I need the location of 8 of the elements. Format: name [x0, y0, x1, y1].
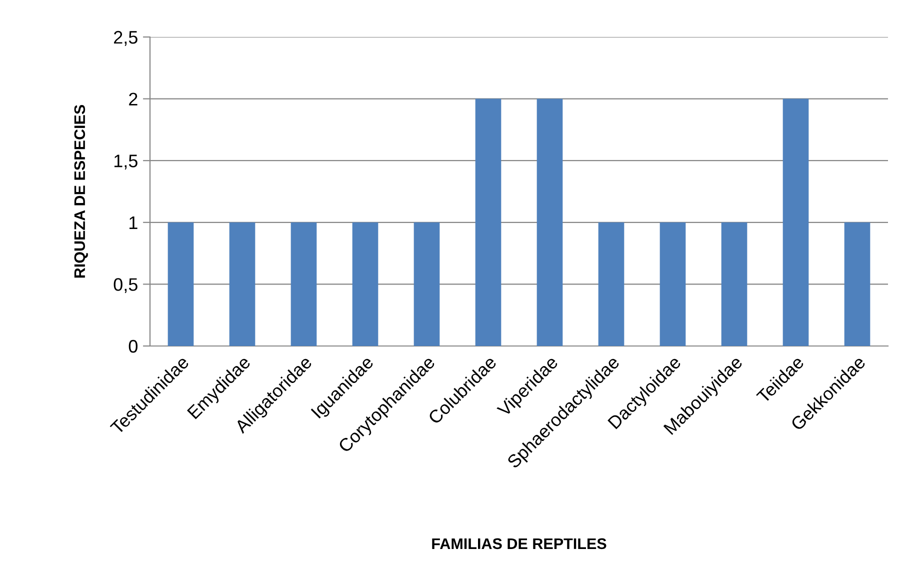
- y-tick-label: 0,5: [114, 278, 138, 294]
- y-tick-label: 2,5: [114, 30, 138, 46]
- x-axis-title: FAMILIAS DE REPTILES: [432, 538, 606, 550]
- y-tick-label: 1: [130, 216, 138, 229]
- y-tick-label: 0: [128, 340, 138, 353]
- y-tick-label: 1,5: [114, 154, 138, 170]
- y-axis-title: RIQUEZA DE ESPECIES: [74, 104, 88, 278]
- y-tick-label: 2: [129, 92, 138, 106]
